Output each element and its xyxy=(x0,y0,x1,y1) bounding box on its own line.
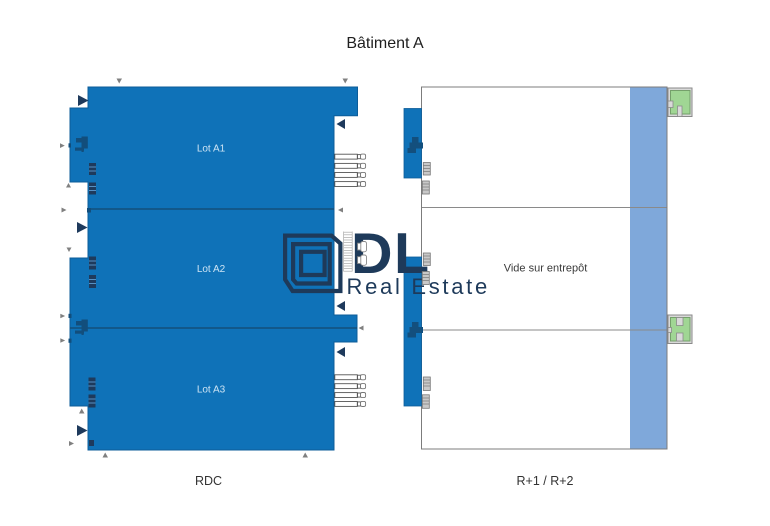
svg-text:Real Estate: Real Estate xyxy=(347,274,490,299)
svg-text:Lot A3: Lot A3 xyxy=(197,385,226,396)
svg-text:Bâtiment A: Bâtiment A xyxy=(346,35,424,52)
svg-text:RDC: RDC xyxy=(195,474,222,488)
svg-text:Lot A2: Lot A2 xyxy=(197,264,226,275)
svg-text:Vide sur entrepôt: Vide sur entrepôt xyxy=(504,263,588,275)
svg-text:Lot A1: Lot A1 xyxy=(197,144,226,155)
svg-text:R+1 / R+2: R+1 / R+2 xyxy=(517,474,574,488)
svg-text:DL: DL xyxy=(351,222,431,286)
